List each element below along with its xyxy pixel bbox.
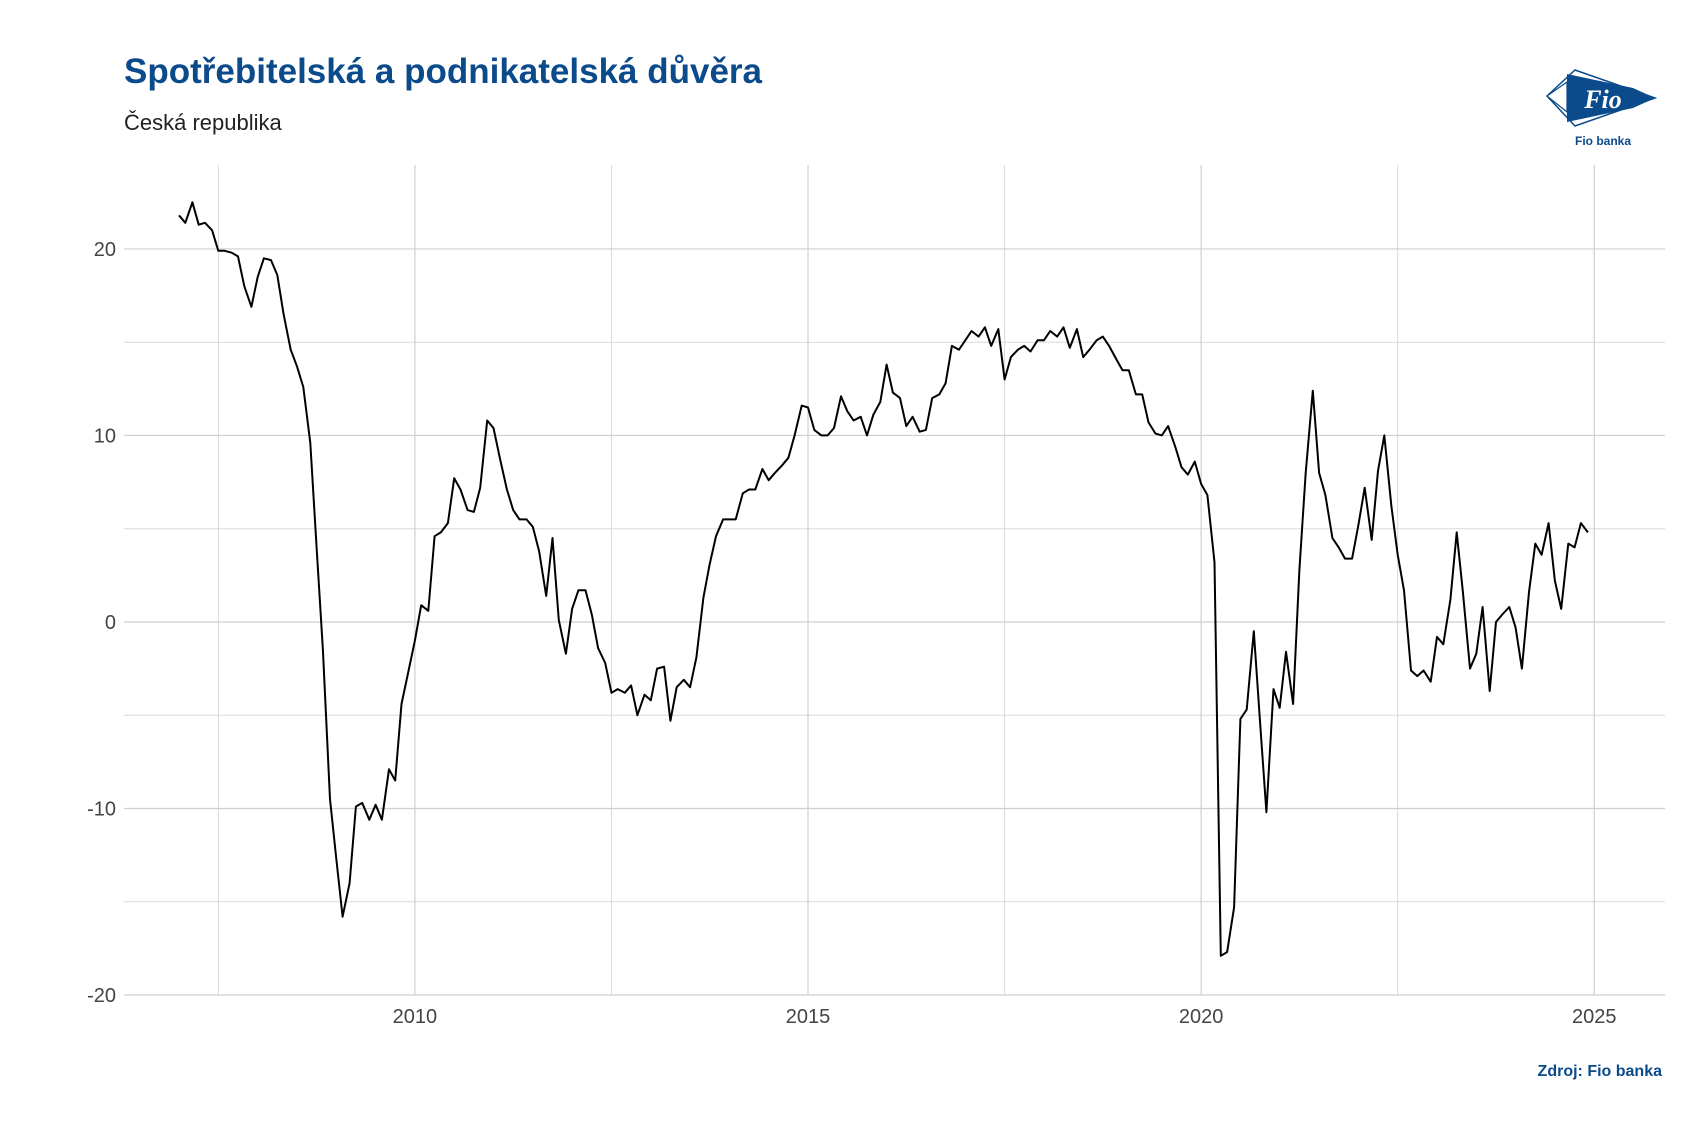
x-tick-label: 2020 — [1179, 1006, 1224, 1028]
series — [178, 201, 1589, 957]
fio-logo-caption: Fio banka — [1575, 134, 1631, 148]
fio-logo: Fio Fio banka — [1545, 69, 1658, 148]
x-tick-label: 2025 — [1572, 1006, 1617, 1028]
grid — [124, 165, 1665, 996]
x-tick-label: 2010 — [393, 1006, 438, 1028]
tick-labels: -20 -10 0 10 20 2010 2015 2020 2025 — [87, 239, 1616, 1028]
series-line — [178, 201, 1589, 957]
fio-logo-text: Fio — [1583, 85, 1622, 114]
y-tick-label: 10 — [94, 425, 116, 447]
y-tick-label: -20 — [87, 985, 116, 1007]
x-tick-label: 2015 — [786, 1006, 831, 1028]
source-note: Zdroj: Fio banka — [1537, 1063, 1662, 1080]
y-tick-label: 0 — [105, 612, 116, 634]
y-tick-label: -10 — [87, 798, 116, 820]
chart-title: Spotřebitelská a podnikatelská důvěra — [124, 52, 763, 91]
y-tick-label: 20 — [94, 239, 116, 261]
chart-subtitle: Česká republika — [124, 110, 282, 135]
